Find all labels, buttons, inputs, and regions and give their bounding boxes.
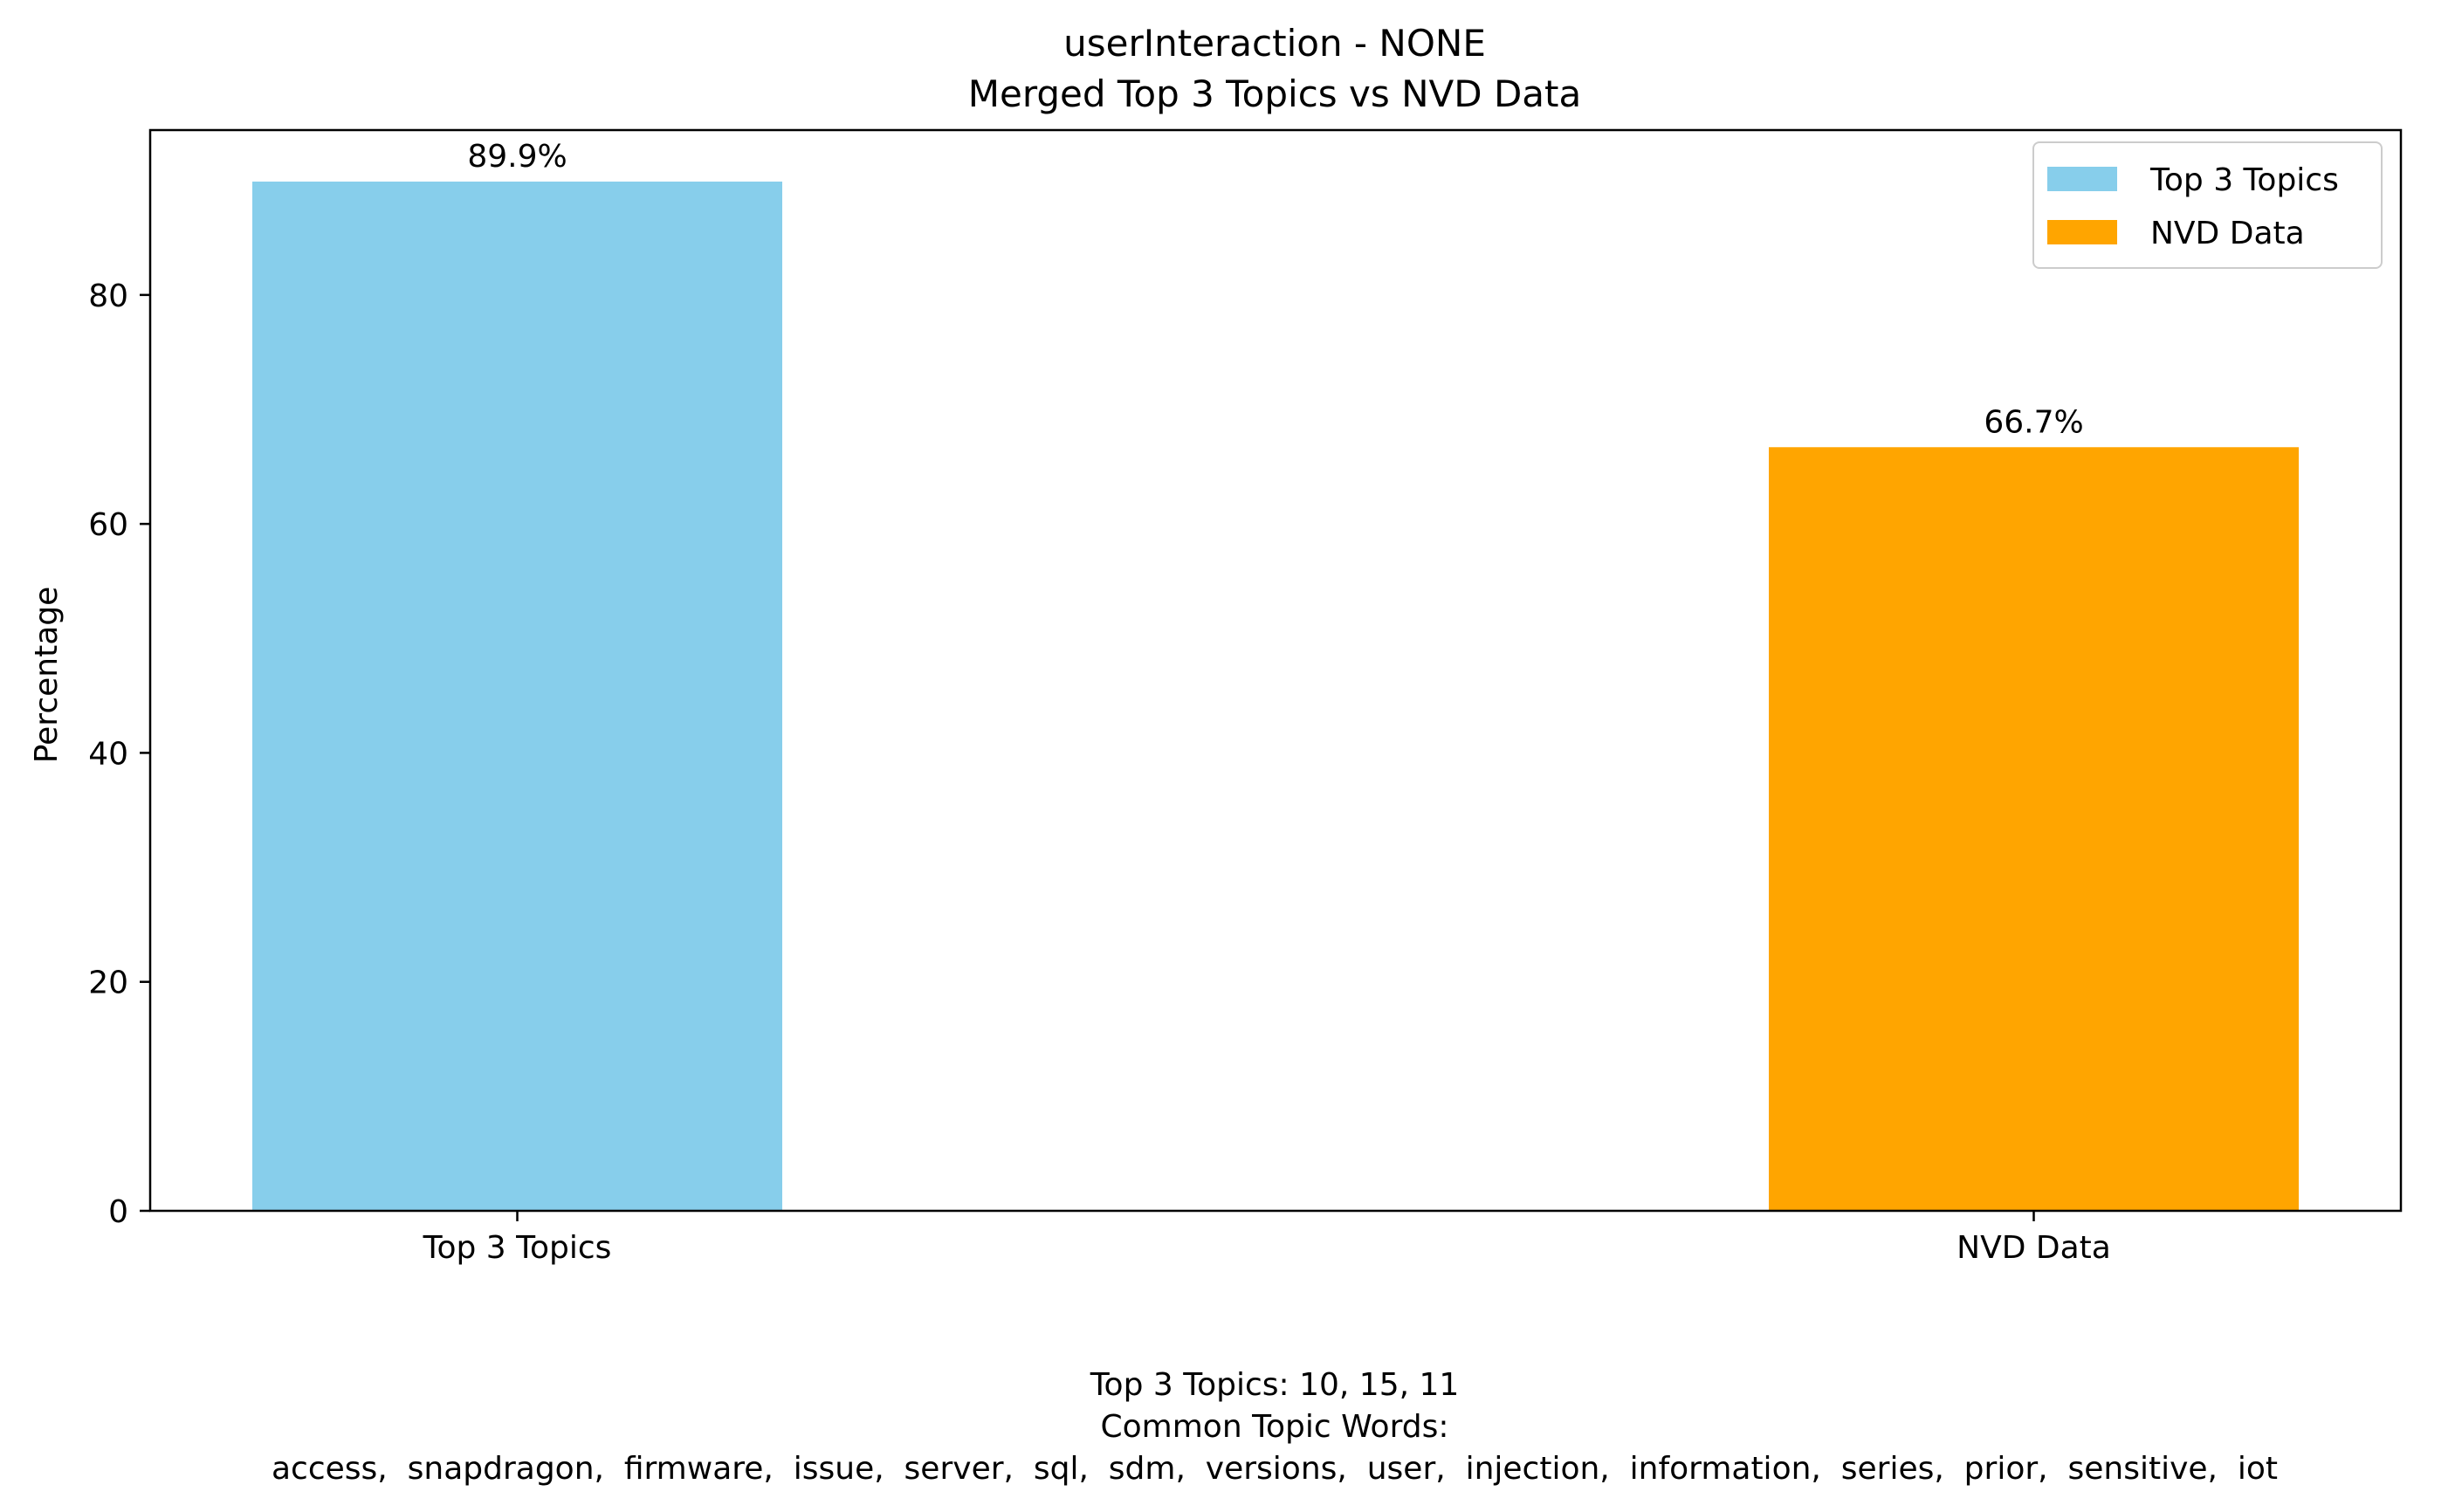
y-tick-label-60: 60	[88, 507, 128, 543]
bars-group	[252, 182, 2299, 1211]
x-tick-label-nvd-data: NVD Data	[1957, 1230, 2111, 1266]
caption-words-heading: Common Topic Words:	[1101, 1409, 1449, 1445]
legend-swatch-nvd	[2047, 220, 2117, 244]
caption-words-list: access, snapdragon, firmware, issue, ser…	[272, 1451, 2278, 1487]
x-ticks-group: Top 3 Topics NVD Data	[423, 1211, 2111, 1266]
y-tick-label-80: 80	[88, 278, 128, 314]
y-tick-label-40: 40	[88, 736, 128, 772]
caption-topics: Top 3 Topics: 10, 15, 11	[1090, 1367, 1460, 1403]
y-ticks-group: 0 20 40 60 80	[88, 278, 150, 1230]
y-tick-label-0: 0	[108, 1194, 128, 1230]
plot-frame	[148, 128, 2403, 1213]
chart-title: userInteraction - NONE	[1063, 22, 1486, 65]
legend: Top 3 Topics NVD Data	[2032, 141, 2383, 269]
chart-subtitle: Merged Top 3 Topics vs NVD Data	[968, 72, 1582, 115]
bar-labels-group: 89.9% 66.7%	[467, 139, 2083, 440]
x-tick-label-top-3-topics: Top 3 Topics	[423, 1230, 612, 1266]
bar-nvd-data	[1769, 447, 2299, 1211]
data-label-top-3-topics: 89.9%	[467, 139, 567, 175]
legend-swatch-top3	[2047, 167, 2117, 191]
legend-label-top3: Top 3 Topics	[2149, 162, 2339, 198]
data-label-nvd-data: 66.7%	[1984, 404, 2083, 440]
y-tick-label-20: 20	[88, 966, 128, 1001]
bar-top-3-topics	[252, 182, 782, 1211]
legend-box	[2032, 141, 2383, 269]
y-axis-label: Percentage	[29, 587, 65, 764]
legend-label-nvd: NVD Data	[2150, 216, 2305, 251]
